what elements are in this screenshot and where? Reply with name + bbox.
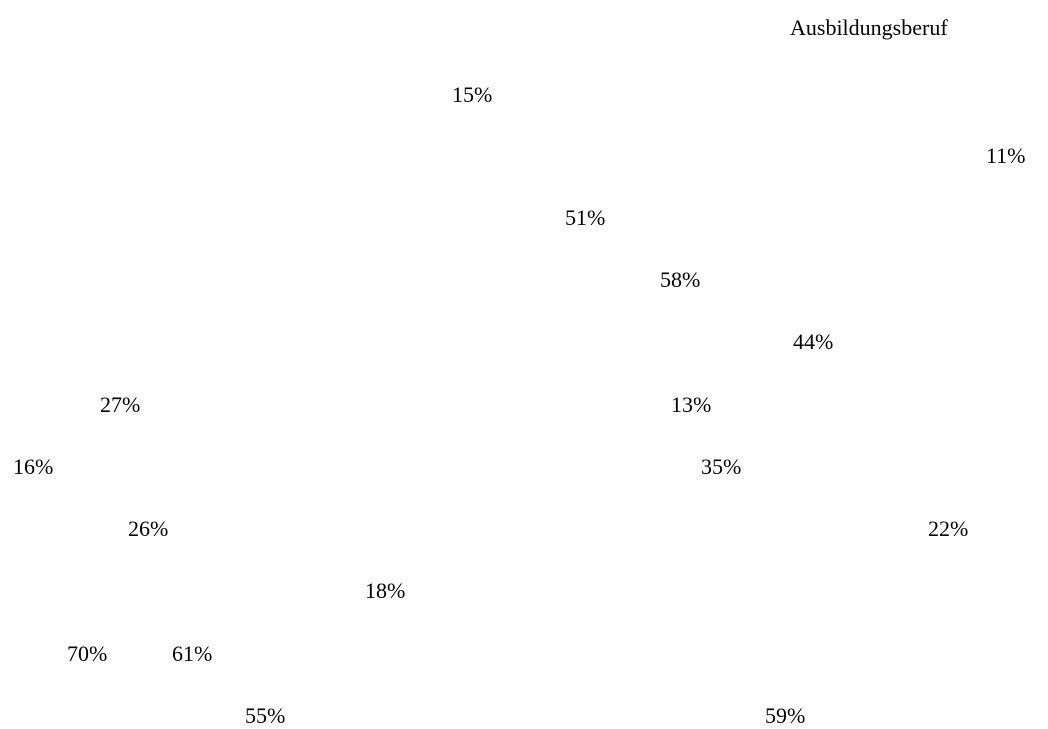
percentage-label: 11%: [986, 143, 1026, 168]
heading-label: Ausbildungsberuf: [790, 15, 948, 40]
percentage-label: 35%: [701, 454, 742, 479]
percentage-label: 27%: [100, 392, 141, 417]
percentage-label: 13%: [671, 392, 712, 417]
percentage-label: 59%: [765, 703, 806, 728]
percentage-label: 26%: [128, 516, 169, 541]
percentage-label: 58%: [660, 267, 701, 292]
percentage-label: 51%: [565, 205, 606, 230]
percentage-label: 18%: [365, 578, 406, 603]
percentage-label: 44%: [793, 329, 834, 354]
percentage-label: 55%: [245, 703, 286, 728]
percentage-label: 70%: [67, 641, 108, 666]
percentage-label: 61%: [172, 641, 213, 666]
percentage-label: 16%: [13, 454, 54, 479]
percentage-label: 22%: [928, 516, 969, 541]
percentage-label: 15%: [452, 82, 493, 107]
